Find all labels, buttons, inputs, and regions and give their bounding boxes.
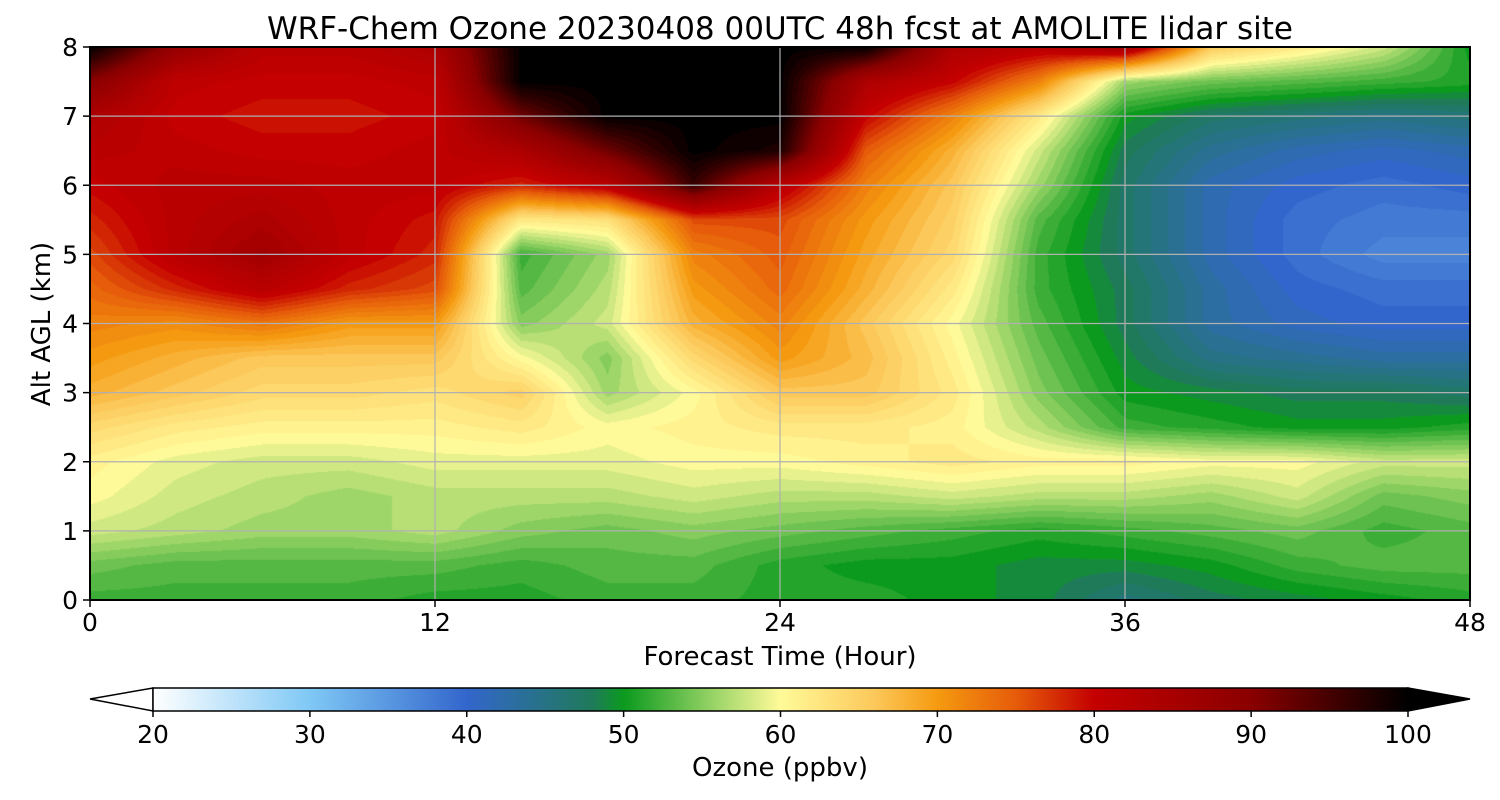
y-tick-label: 4 xyxy=(62,310,78,339)
y-tick-label: 5 xyxy=(62,240,78,269)
colorbar-ticks: 20 30 40 50 60 70 80 90 100 xyxy=(137,711,1432,749)
colorbar-extend-low xyxy=(89,687,154,712)
y-tick-label: 0 xyxy=(62,586,78,615)
y-tick-label: 1 xyxy=(62,517,78,546)
colorbar-tick-label: 50 xyxy=(608,720,640,749)
x-tick-label: 48 xyxy=(1454,608,1486,637)
y-axis-label: Alt AGL (km) xyxy=(27,242,57,406)
chart-title: WRF-Chem Ozone 20230408 00UTC 48h fcst a… xyxy=(267,11,1293,47)
colorbar-tick-label: 60 xyxy=(765,720,797,749)
colorbar-extend-high xyxy=(1407,687,1471,712)
x-tick-label: 36 xyxy=(1109,608,1141,637)
y-tick-label: 6 xyxy=(62,171,78,200)
x-tick-label: 12 xyxy=(419,608,451,637)
colorbar-tick-label: 100 xyxy=(1384,720,1432,749)
colorbar-tick-label: 70 xyxy=(921,720,953,749)
colorbar-label: Ozone (ppbv) xyxy=(692,753,868,783)
y-tick-label: 2 xyxy=(62,448,78,477)
y-tick-label: 8 xyxy=(62,33,78,62)
x-axis-label: Forecast Time (Hour) xyxy=(643,642,916,672)
x-tick-label: 24 xyxy=(764,608,796,637)
x-tick-label: 0 xyxy=(82,608,98,637)
x-axis-ticks: 0 12 24 36 48 xyxy=(82,600,1486,637)
colorbar-tick-label: 30 xyxy=(294,720,326,749)
grid-lines xyxy=(90,47,1470,600)
colorbar: 20 30 40 50 60 70 80 90 100 xyxy=(89,687,1471,749)
colorbar-tick-label: 80 xyxy=(1078,720,1110,749)
colorbar-tick-label: 90 xyxy=(1235,720,1267,749)
y-axis-ticks: 0 1 2 3 4 5 6 7 8 xyxy=(62,33,90,615)
colorbar-tick-label: 20 xyxy=(137,720,169,749)
colorbar-body xyxy=(152,687,1409,712)
y-tick-label: 3 xyxy=(62,379,78,408)
y-tick-label: 7 xyxy=(62,102,78,131)
colorbar-tick-label: 40 xyxy=(451,720,483,749)
